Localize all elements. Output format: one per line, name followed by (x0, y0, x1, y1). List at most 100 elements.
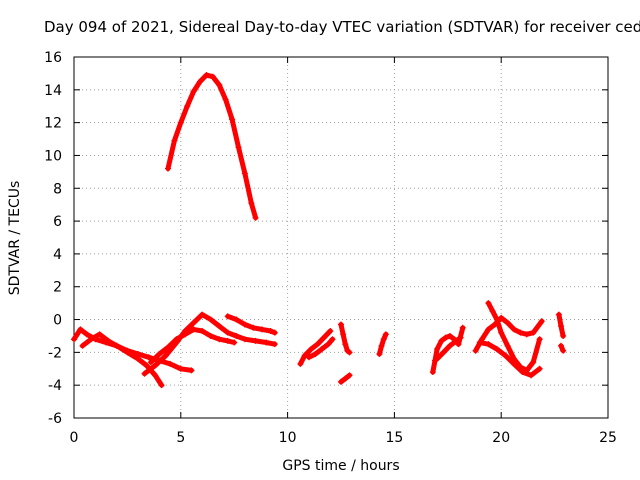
data-point (224, 329, 231, 336)
data-point (314, 341, 321, 348)
data-point (502, 352, 509, 359)
x-tick-label: 25 (599, 430, 617, 446)
data-point (71, 336, 77, 343)
series-arc-7 (305, 336, 336, 361)
data-point (177, 365, 184, 372)
x-tick-label: 5 (176, 430, 185, 446)
data-point (528, 372, 535, 379)
data-point (158, 382, 165, 389)
data-point (188, 367, 195, 374)
data-point (297, 360, 304, 367)
data-point (190, 88, 197, 95)
data-point (152, 372, 159, 379)
data-point (340, 331, 347, 338)
data-point (558, 323, 565, 330)
data-point (229, 116, 236, 123)
data-point (305, 354, 312, 361)
data-point (511, 326, 518, 333)
data-point (457, 334, 464, 341)
data-point (113, 342, 120, 349)
data-point (434, 355, 441, 362)
data-point (329, 336, 336, 343)
data-point (342, 341, 349, 348)
data-point (248, 200, 255, 207)
data-point (434, 346, 441, 353)
data-point (177, 119, 184, 126)
data-point (485, 300, 492, 307)
data-point (235, 144, 242, 151)
data-point (222, 96, 229, 103)
series-line (338, 322, 352, 355)
series-line (142, 312, 278, 377)
data-point (504, 319, 511, 326)
y-tick-label: 2 (53, 280, 62, 296)
y-tick-label: 12 (44, 116, 62, 132)
data-point (145, 354, 152, 361)
data-point (472, 347, 479, 354)
series-arc-5 (224, 313, 278, 336)
data-point (271, 341, 278, 348)
data-point (241, 336, 248, 343)
data-point (382, 331, 389, 338)
data-point (252, 337, 259, 344)
data-marks (71, 72, 567, 389)
data-point (88, 336, 95, 343)
data-point (263, 339, 270, 346)
data-point (267, 328, 274, 335)
data-point (446, 342, 453, 349)
data-point (207, 316, 214, 323)
data-point (96, 331, 103, 338)
data-point (489, 308, 496, 315)
y-tick-label: -6 (48, 411, 62, 427)
data-point (536, 365, 543, 372)
series-arc-6 (297, 328, 334, 367)
data-point (560, 347, 567, 354)
series-arc-17 (558, 342, 567, 354)
y-tick-label: 10 (44, 148, 62, 164)
data-point (207, 332, 214, 339)
data-point (199, 328, 206, 335)
data-point (216, 323, 223, 330)
data-point (190, 319, 197, 326)
series-line (297, 328, 333, 367)
data-point (453, 337, 460, 344)
data-point (380, 336, 387, 343)
y-tick-label: -4 (48, 378, 62, 394)
data-point (250, 324, 257, 331)
data-point (346, 372, 353, 379)
data-point (171, 137, 178, 144)
y-tick-label: 6 (53, 214, 62, 230)
x-tick-label: 20 (492, 430, 510, 446)
data-point (429, 369, 436, 376)
data-point (77, 326, 84, 333)
data-point (209, 73, 216, 80)
data-point (519, 369, 526, 376)
data-point (530, 359, 537, 366)
series-line (165, 72, 259, 221)
data-point (442, 334, 449, 341)
y-tick-label: 16 (44, 50, 62, 66)
data-point (555, 311, 562, 318)
data-point (523, 331, 530, 338)
data-point (141, 370, 148, 377)
data-point (216, 81, 223, 88)
series-arc-10 (376, 331, 389, 358)
data-point (79, 342, 86, 349)
plot-frame (73, 56, 609, 419)
data-point (498, 314, 505, 321)
data-point (438, 337, 445, 344)
data-point (536, 336, 543, 343)
data-point (216, 336, 223, 343)
data-point (164, 165, 171, 172)
data-point (199, 311, 206, 318)
y-tick-label: 8 (53, 181, 62, 197)
data-point (312, 351, 319, 358)
data-point (342, 375, 349, 382)
data-point (511, 360, 518, 367)
x-tick-label: 0 (70, 430, 79, 446)
series-arc-high (164, 72, 259, 221)
data-point (271, 329, 278, 336)
data-point (83, 331, 90, 338)
data-point (446, 332, 453, 339)
